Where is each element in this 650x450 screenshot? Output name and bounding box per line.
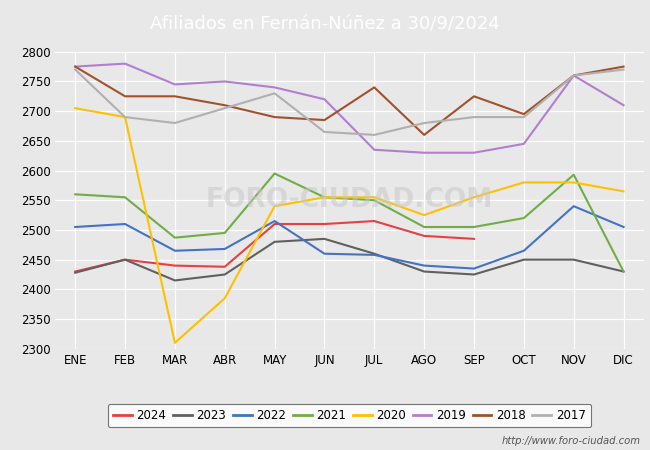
Text: http://www.foro-ciudad.com: http://www.foro-ciudad.com — [501, 436, 640, 446]
Legend: 2024, 2023, 2022, 2021, 2020, 2019, 2018, 2017: 2024, 2023, 2022, 2021, 2020, 2019, 2018… — [108, 404, 591, 428]
Text: Afiliados en Fernán-Núñez a 30/9/2024: Afiliados en Fernán-Núñez a 30/9/2024 — [150, 16, 500, 34]
Text: FORO-CIUDAD.COM: FORO-CIUDAD.COM — [205, 187, 493, 213]
